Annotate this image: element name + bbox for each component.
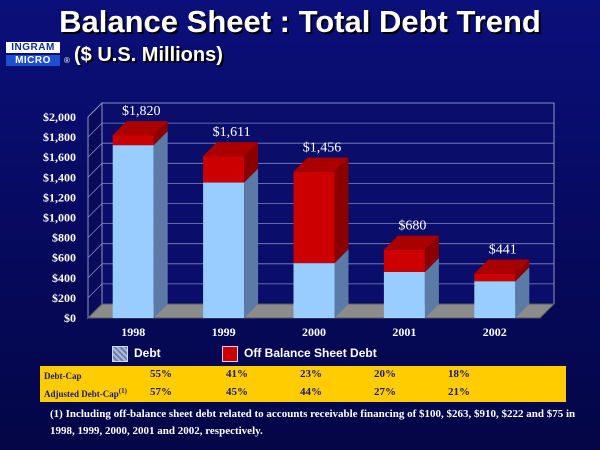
bar-total-label: $680 <box>398 219 426 234</box>
table-cell: 55% <box>150 368 172 380</box>
y-tick-label: $400 <box>52 271 76 285</box>
bar-off-balance-side <box>153 121 168 146</box>
legend-swatch-debt <box>112 346 128 362</box>
bar-off-balance <box>203 156 245 183</box>
x-tick-label: 2002 <box>483 325 507 339</box>
y-tick-label: $1,800 <box>43 130 76 144</box>
bar-debt <box>474 281 516 318</box>
row-label-text: Debt-Cap <box>44 371 82 381</box>
bar-total-label: $1,456 <box>303 141 342 156</box>
table-cell: 18% <box>448 368 470 380</box>
bar-debt-side <box>244 168 259 318</box>
bar-debt <box>293 263 335 318</box>
bar-total-label: $1,820 <box>122 104 161 119</box>
row-label-text: Adjusted Debt-Cap <box>44 389 119 399</box>
bar-off-balance <box>383 249 425 272</box>
table-cell: 27% <box>374 386 396 398</box>
bar-off-balance <box>112 135 154 146</box>
legend-label-debt: Debt <box>134 346 161 361</box>
table-cell: 21% <box>448 386 470 398</box>
row-label: Debt-Cap <box>44 369 82 381</box>
bar-total-label: $441 <box>489 243 517 258</box>
y-tick-label: $1,000 <box>43 211 76 225</box>
gridline <box>87 102 554 118</box>
bar-off-balance-side <box>334 157 349 264</box>
gridline <box>87 142 554 158</box>
bar-top <box>383 235 439 250</box>
logo-line-2: MICRO <box>6 55 60 66</box>
x-tick-label: 2001 <box>392 325 416 339</box>
bar-debt-side <box>153 131 168 318</box>
x-tick-label: 1998 <box>121 325 145 339</box>
row-label: Adjusted Debt-Cap(1) <box>44 387 127 399</box>
y-tick-label: $1,400 <box>43 170 76 184</box>
footnote: (1) Including off-balance sheet debt rel… <box>50 408 576 437</box>
logo-registered-mark: ® <box>64 56 70 65</box>
bar-off-balance-side <box>424 235 439 272</box>
legend-label-off-balance: Off Balance Sheet Debt <box>244 346 377 361</box>
bar-total-label: $1,611 <box>213 125 251 140</box>
table-cell: 20% <box>374 368 396 380</box>
bar-top <box>474 259 530 274</box>
y-tick-label: $1,600 <box>43 150 76 164</box>
y-tick-label: $800 <box>52 231 76 245</box>
ingram-micro-logo: INGRAM MICRO ® <box>6 42 70 66</box>
table-cell: 45% <box>226 386 248 398</box>
gridline <box>87 182 554 198</box>
table-row-debt-cap: Debt-Cap 55% 41% 23% 20% 18% <box>40 366 566 384</box>
bar-top <box>112 121 168 136</box>
legend-item-off-balance: Off Balance Sheet Debt <box>222 346 377 362</box>
table-cell: 23% <box>300 368 322 380</box>
gridline <box>87 162 554 178</box>
slide-title: Balance Sheet : Total Debt Trend <box>59 4 541 39</box>
gridline <box>87 122 554 138</box>
table-cell: 44% <box>300 386 322 398</box>
y-tick-label: $200 <box>52 291 76 305</box>
table-cell: 57% <box>150 386 172 398</box>
row-label-superscript: (1) <box>118 387 127 395</box>
debt-cap-table: Debt-Cap 55% 41% 23% 20% 18% Adjusted De… <box>40 366 566 402</box>
legend-swatch-off-balance <box>222 346 238 362</box>
gridline <box>87 223 554 238</box>
bar-off-balance-side <box>244 142 259 183</box>
bar-off-balance-side <box>515 259 530 282</box>
bar-top <box>203 142 259 157</box>
bar-debt-side <box>334 249 349 318</box>
bar-debt <box>383 271 425 318</box>
bar-debt <box>203 182 245 318</box>
bar-top <box>293 157 349 172</box>
x-tick-label: 2000 <box>302 325 326 339</box>
table-cell: 41% <box>226 368 248 380</box>
table-row-adjusted-debt-cap: Adjusted Debt-Cap(1) 57% 45% 44% 27% 21% <box>40 384 566 402</box>
bar-debt-side <box>424 257 439 318</box>
slide-subtitle: ($ U.S. Millions) <box>74 44 223 66</box>
bar-debt <box>112 145 154 318</box>
gridline <box>87 203 554 218</box>
y-tick-label: $2,000 <box>43 110 76 124</box>
logo-line-1: INGRAM <box>6 42 60 53</box>
y-tick-label: $1,200 <box>43 190 76 204</box>
y-tick-label: $600 <box>52 251 76 265</box>
y-tick-label: $0 <box>64 311 76 325</box>
bar-off-balance <box>293 171 335 264</box>
bar-off-balance <box>474 273 516 282</box>
x-tick-label: 1999 <box>212 325 236 339</box>
legend-item-debt: Debt <box>112 346 161 362</box>
bar-debt-side <box>515 267 530 318</box>
